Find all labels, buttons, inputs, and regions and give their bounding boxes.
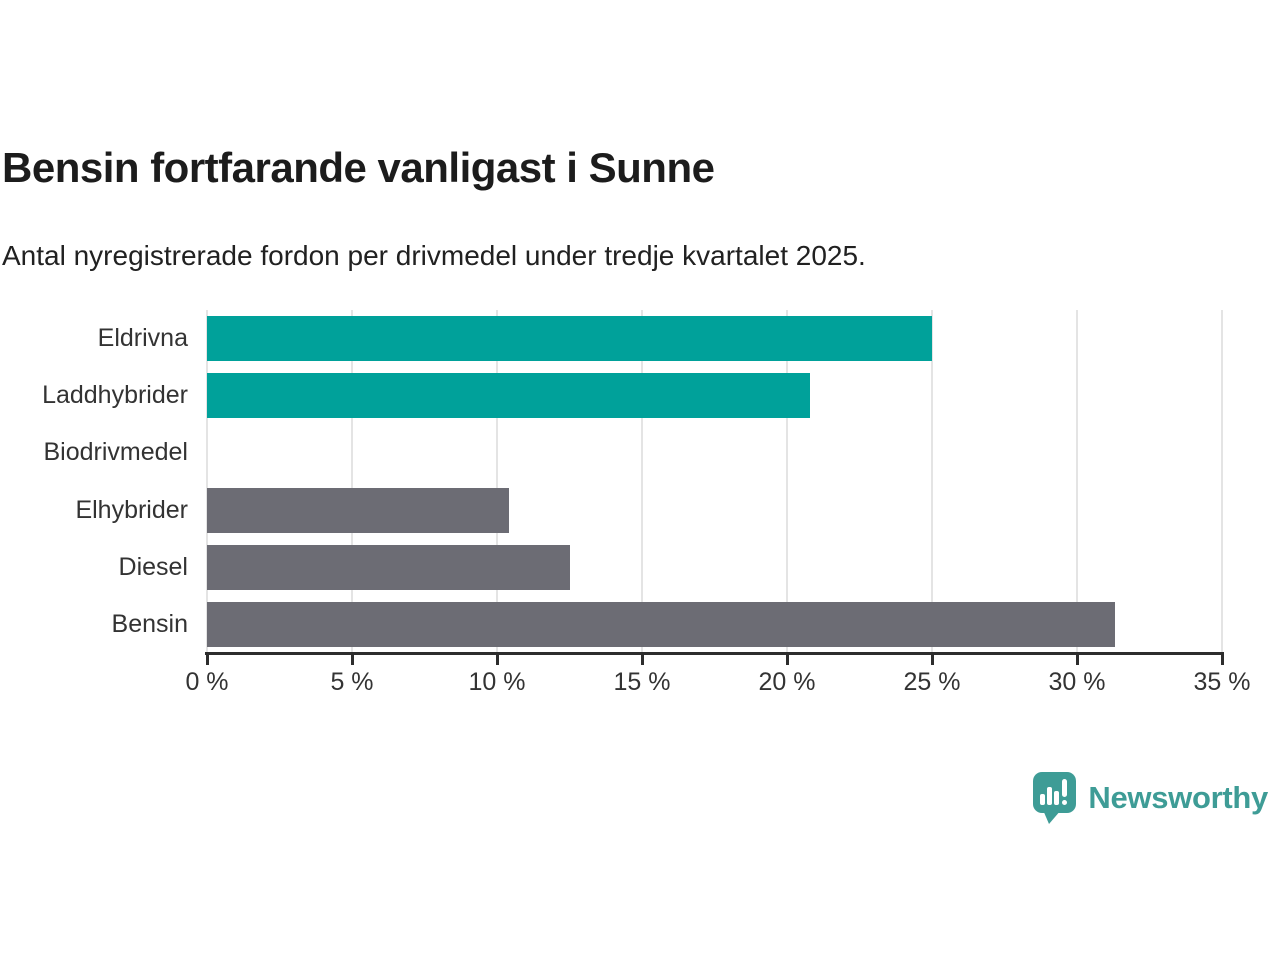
bar-laddhybrider [207,373,811,419]
gridline-15 [641,310,643,653]
x-axis-tick-35 [1220,655,1224,665]
category-label-laddhybrider: Laddhybrider [42,381,188,410]
newsworthy-logo-text: Newsworthy [1088,780,1268,815]
x-axis-tick-label-35: 35 % [1193,668,1251,696]
chart-title: Bensin fortfarande vanligast i Sunne [2,144,715,191]
x-axis-tick-15 [640,655,644,665]
x-axis-tick-label-20: 20 % [758,668,816,696]
x-axis-tick-label-5: 5 % [330,668,374,696]
bar-row-diesel [207,539,1222,596]
category-label-biodrivmedel: Biodrivmedel [43,438,188,467]
bar-row-elhybrider [207,482,1222,539]
gridline-30 [1076,310,1078,653]
bar-row-bensin [207,596,1222,653]
category-labels: Eldrivna Laddhybrider Biodrivmedel Elhybrid… [0,310,190,653]
gridline-35 [1221,310,1223,653]
x-axis-line [205,652,1224,655]
gridline-20 [786,310,788,653]
x-axis-tick-label-15: 15 % [613,668,671,696]
gridline-5 [351,310,353,653]
category-label-eldrivna: Eldrivna [97,324,188,353]
bar-elhybrider [207,487,509,533]
bar-chart-plot [206,310,1223,653]
chart-subtitle: Antal nyregistrerade fordon per drivmede… [2,240,866,271]
gridline-25 [931,310,933,653]
gridline-0 [206,310,208,653]
x-axis-tick-label-0: 0 % [185,668,229,696]
bar-bensin [207,601,1115,647]
x-axis-tick-25 [930,655,934,665]
bar-eldrivna [207,316,932,362]
gridline-10 [496,310,498,653]
bar-row-biodrivmedel [207,424,1222,481]
bar-diesel [207,544,570,590]
x-axis-tick-10 [495,655,499,665]
x-axis-tick-30 [1075,655,1079,665]
x-axis-tick-label-10: 10 % [468,668,526,696]
x-axis-tick-5 [350,655,354,665]
category-label-elhybrider: Elhybrider [75,495,188,524]
bar-row-eldrivna [207,310,1222,367]
bar-row-laddhybrider [207,367,1222,424]
x-axis-tick-20 [785,655,789,665]
x-axis-tick-label-30: 30 % [1048,668,1106,696]
category-label-bensin: Bensin [111,609,188,638]
category-label-diesel: Diesel [118,552,188,581]
x-axis-tick-label-25: 25 % [903,668,961,696]
x-axis-tick-0 [205,655,209,665]
newsworthy-logo: Newsworthy [1032,771,1268,825]
newsworthy-logo-icon [1033,772,1077,824]
